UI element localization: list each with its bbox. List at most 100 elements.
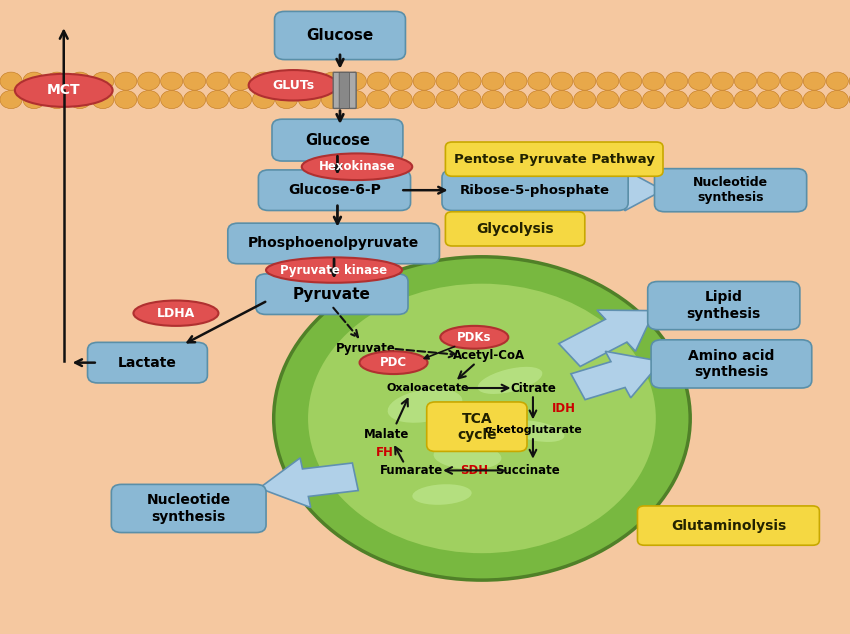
Ellipse shape: [505, 72, 527, 90]
Ellipse shape: [248, 70, 337, 101]
Ellipse shape: [780, 91, 802, 108]
Ellipse shape: [849, 91, 850, 108]
Ellipse shape: [413, 72, 435, 90]
Ellipse shape: [138, 91, 160, 108]
FancyBboxPatch shape: [638, 506, 819, 545]
Ellipse shape: [252, 72, 275, 90]
Ellipse shape: [757, 91, 779, 108]
Ellipse shape: [780, 72, 802, 90]
Ellipse shape: [274, 257, 690, 580]
Text: LDHA: LDHA: [156, 307, 195, 320]
Ellipse shape: [15, 74, 112, 107]
Ellipse shape: [138, 72, 160, 90]
FancyBboxPatch shape: [88, 342, 207, 383]
Text: SDH: SDH: [460, 464, 489, 477]
FancyBboxPatch shape: [228, 223, 439, 264]
Text: Glutaminolysis: Glutaminolysis: [671, 519, 786, 533]
Ellipse shape: [711, 72, 734, 90]
Ellipse shape: [275, 72, 298, 90]
Ellipse shape: [23, 91, 45, 108]
Ellipse shape: [826, 72, 848, 90]
Ellipse shape: [574, 72, 596, 90]
Text: Pyruvate: Pyruvate: [336, 342, 395, 355]
Text: PDKs: PDKs: [457, 331, 491, 344]
Ellipse shape: [505, 91, 527, 108]
Polygon shape: [571, 351, 661, 399]
Ellipse shape: [666, 72, 688, 90]
Text: GLUTs: GLUTs: [272, 79, 314, 92]
Text: Glucose: Glucose: [306, 28, 374, 43]
Ellipse shape: [69, 72, 91, 90]
Ellipse shape: [46, 72, 68, 90]
Ellipse shape: [230, 91, 252, 108]
Text: Glucose: Glucose: [305, 133, 370, 148]
Ellipse shape: [551, 91, 573, 108]
Ellipse shape: [436, 72, 458, 90]
Text: α-ketoglutarate: α-ketoglutarate: [484, 425, 582, 435]
Ellipse shape: [184, 91, 206, 108]
Text: Oxaloacetate: Oxaloacetate: [386, 383, 469, 393]
Text: Fumarate: Fumarate: [380, 464, 443, 477]
Ellipse shape: [482, 91, 504, 108]
Ellipse shape: [133, 301, 218, 326]
Ellipse shape: [230, 72, 252, 90]
Ellipse shape: [551, 72, 573, 90]
Polygon shape: [259, 458, 358, 507]
Ellipse shape: [390, 91, 412, 108]
Ellipse shape: [23, 72, 45, 90]
Ellipse shape: [0, 72, 22, 90]
Ellipse shape: [207, 72, 229, 90]
Text: Phosphoenolpyruvate: Phosphoenolpyruvate: [248, 236, 419, 250]
Text: Glycolysis: Glycolysis: [476, 222, 554, 236]
Ellipse shape: [711, 91, 734, 108]
FancyBboxPatch shape: [445, 142, 663, 176]
FancyBboxPatch shape: [654, 169, 807, 212]
Ellipse shape: [688, 91, 711, 108]
Text: Succinate: Succinate: [495, 464, 559, 477]
Ellipse shape: [298, 91, 320, 108]
Ellipse shape: [803, 72, 825, 90]
Text: Pyruvate kinase: Pyruvate kinase: [280, 264, 388, 276]
Text: FH: FH: [376, 446, 394, 459]
Ellipse shape: [344, 72, 366, 90]
Ellipse shape: [321, 72, 343, 90]
Ellipse shape: [803, 91, 825, 108]
Ellipse shape: [115, 72, 137, 90]
Ellipse shape: [688, 72, 711, 90]
Ellipse shape: [666, 91, 688, 108]
FancyBboxPatch shape: [258, 170, 411, 210]
Text: Ribose-5-phosphate: Ribose-5-phosphate: [460, 184, 610, 197]
Polygon shape: [558, 310, 654, 366]
Ellipse shape: [734, 91, 756, 108]
Ellipse shape: [412, 484, 472, 505]
Ellipse shape: [360, 351, 428, 374]
Ellipse shape: [574, 91, 596, 108]
Ellipse shape: [207, 91, 229, 108]
FancyBboxPatch shape: [275, 11, 405, 60]
Ellipse shape: [459, 91, 481, 108]
Ellipse shape: [643, 72, 665, 90]
FancyBboxPatch shape: [427, 402, 527, 451]
Ellipse shape: [302, 153, 412, 180]
Ellipse shape: [528, 91, 550, 108]
Ellipse shape: [597, 91, 619, 108]
Ellipse shape: [46, 91, 68, 108]
Ellipse shape: [388, 389, 462, 423]
Ellipse shape: [367, 91, 389, 108]
Text: Acetyl-CoA: Acetyl-CoA: [453, 349, 524, 361]
Ellipse shape: [344, 91, 366, 108]
Ellipse shape: [643, 91, 665, 108]
FancyBboxPatch shape: [648, 281, 800, 330]
Text: MCT: MCT: [47, 83, 81, 98]
FancyBboxPatch shape: [339, 72, 349, 108]
Ellipse shape: [620, 91, 642, 108]
Ellipse shape: [528, 72, 550, 90]
Text: TCA
cycle: TCA cycle: [457, 411, 496, 442]
Ellipse shape: [440, 326, 508, 349]
Ellipse shape: [184, 72, 206, 90]
Text: Amino acid
synthesis: Amino acid synthesis: [688, 349, 774, 379]
Text: Glucose-6-P: Glucose-6-P: [288, 183, 381, 197]
Ellipse shape: [478, 367, 542, 394]
Ellipse shape: [413, 91, 435, 108]
Ellipse shape: [620, 72, 642, 90]
